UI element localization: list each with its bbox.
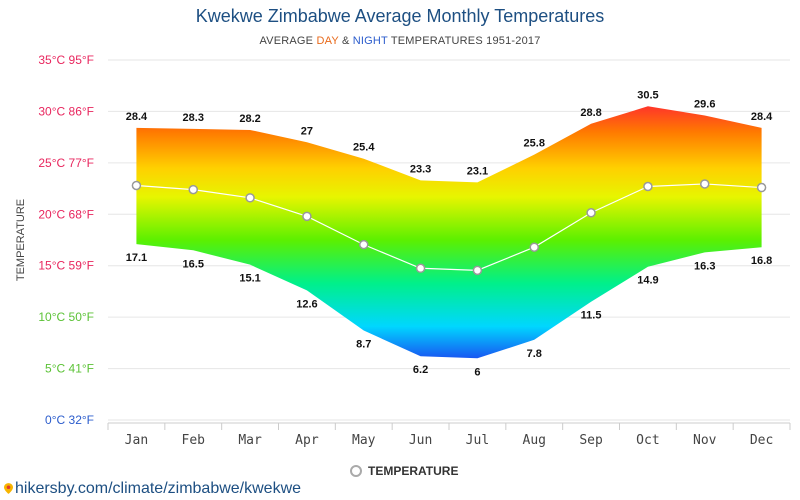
mean-temperature-point bbox=[245, 193, 255, 203]
night-value-label: 15.1 bbox=[239, 273, 260, 285]
x-tick-label: May bbox=[352, 433, 376, 448]
legend[interactable]: TEMPERATURE bbox=[350, 464, 458, 478]
mean-temperature-point bbox=[131, 180, 142, 191]
y-tick-label: 20°C 68°F bbox=[38, 207, 94, 221]
subtitle-day: DAY bbox=[316, 35, 339, 47]
mean-temperature-point bbox=[188, 184, 198, 195]
y-tick-label: 5°C 41°F bbox=[45, 362, 94, 376]
day-value-label: 23.3 bbox=[410, 163, 431, 175]
mean-temperature-point bbox=[529, 242, 539, 252]
y-axis-title: TEMPERATURE bbox=[15, 199, 27, 281]
day-value-label: 28.2 bbox=[239, 113, 260, 125]
x-tick-label: Aug bbox=[523, 433, 546, 448]
night-value-label: 14.9 bbox=[637, 275, 658, 287]
y-tick-label: 35°C 95°F bbox=[38, 53, 94, 67]
x-tick-label: Apr bbox=[295, 433, 319, 448]
day-value-label: 23.1 bbox=[467, 165, 488, 177]
day-value-label: 28.4 bbox=[751, 111, 773, 123]
x-tick-label: Jun bbox=[409, 433, 432, 448]
day-value-label: 28.8 bbox=[580, 107, 601, 119]
mean-temperature-point bbox=[756, 182, 767, 193]
temperature-range-area bbox=[136, 106, 762, 359]
subtitle-and: & bbox=[338, 35, 353, 47]
day-value-label: 25.4 bbox=[353, 142, 375, 154]
night-value-label: 17.1 bbox=[126, 252, 147, 264]
day-value-label: 25.8 bbox=[524, 138, 545, 150]
legend-label: TEMPERATURE bbox=[368, 464, 459, 478]
day-value-label: 27 bbox=[301, 125, 313, 137]
x-tick-label: Feb bbox=[182, 433, 206, 448]
night-value-label: 6 bbox=[474, 366, 480, 378]
y-tick-label: 15°C 59°F bbox=[38, 259, 94, 273]
area-layer bbox=[136, 106, 762, 359]
subtitle-night: NIGHT bbox=[352, 35, 388, 47]
night-value-label: 8.7 bbox=[356, 339, 371, 351]
mean-temperature-line bbox=[136, 183, 762, 271]
x-tick-label: Nov bbox=[693, 433, 717, 448]
label-layer: 28.4 28.3 28.2 27 25.4 23.3 23.1 25.8 28.8 30.5 29… bbox=[126, 89, 773, 378]
subtitle-prefix: AVERAGE bbox=[259, 35, 317, 47]
chart-subtitle: AVERAGE DAY & NIGHT TEMPERATURES 1951-20… bbox=[0, 35, 800, 47]
axis-layer: 35°C 95°F 30°C 86°F 25°C 77°F 20°C 68°F 15°C… bbox=[15, 53, 791, 448]
y-tick-label: 0°C 32°F bbox=[45, 413, 94, 427]
y-tick-label: 10°C 50°F bbox=[38, 310, 94, 324]
mean-temperature-point bbox=[359, 239, 369, 250]
day-value-label: 30.5 bbox=[637, 89, 658, 101]
night-value-label: 7.8 bbox=[527, 348, 542, 360]
mean-temperature-point bbox=[586, 207, 596, 218]
x-tick-label: Jan bbox=[125, 433, 148, 448]
x-tick-label: Oct bbox=[636, 433, 659, 448]
night-value-label: 11.5 bbox=[581, 310, 602, 322]
mean-temperature-point bbox=[472, 265, 483, 276]
x-tick-label: Mar bbox=[238, 433, 262, 448]
x-tick-label: Jul bbox=[466, 433, 489, 448]
night-value-label: 16.5 bbox=[183, 258, 204, 270]
y-tick-label: 25°C 77°F bbox=[38, 156, 94, 170]
mean-temperature-point bbox=[643, 181, 653, 192]
mean-temperature-point bbox=[700, 179, 710, 189]
mean-layer bbox=[131, 179, 767, 276]
chart-title: Kwekwe Zimbabwe Average Monthly Temperat… bbox=[195, 6, 605, 26]
x-tick-label: Sep bbox=[579, 433, 603, 448]
day-value-label: 28.4 bbox=[126, 111, 148, 123]
day-value-label: 28.3 bbox=[183, 112, 204, 124]
night-value-label: 16.8 bbox=[751, 255, 772, 267]
day-value-label: 29.6 bbox=[694, 99, 715, 111]
x-tick-label: Dec bbox=[750, 433, 773, 448]
source-text: hikersby.com/climate/zimbabwe/kwekwe bbox=[15, 480, 302, 497]
night-value-label: 16.3 bbox=[694, 260, 715, 272]
legend-marker-icon bbox=[350, 465, 362, 477]
subtitle-suffix: TEMPERATURES 1951-2017 bbox=[387, 35, 541, 47]
mean-temperature-point bbox=[415, 263, 426, 274]
y-tick-label: 30°C 86°F bbox=[38, 104, 94, 118]
source-link[interactable]: hikersby.com/climate/zimbabwe/kwekwe bbox=[4, 480, 301, 498]
night-value-label: 12.6 bbox=[296, 298, 317, 310]
night-value-label: 6.2 bbox=[413, 364, 428, 376]
mean-temperature-point bbox=[302, 211, 312, 222]
map-pin-icon bbox=[4, 483, 13, 494]
